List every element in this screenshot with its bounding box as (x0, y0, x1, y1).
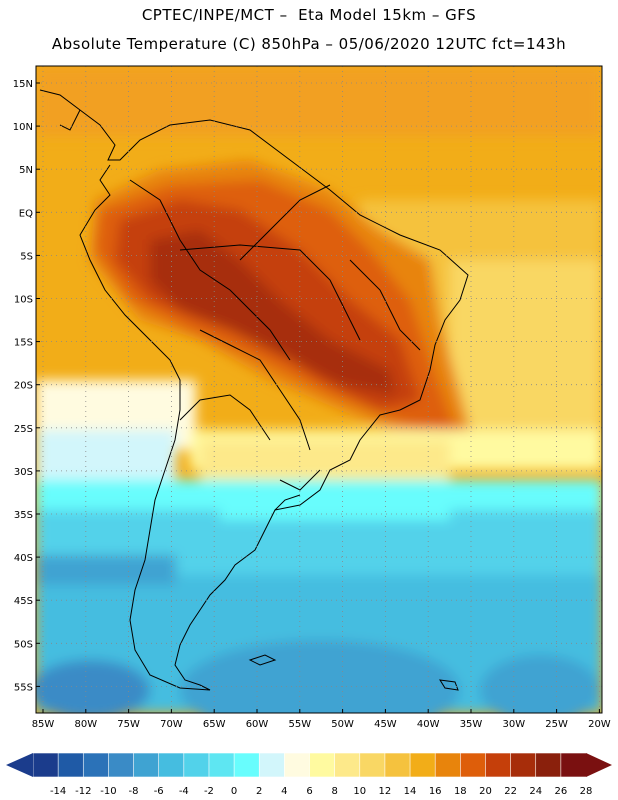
lat-label: 5N (19, 165, 33, 176)
lat-label: 10S (14, 295, 33, 306)
title-line-2: Absolute Temperature (C) 850hPa – 05/06/… (51, 35, 567, 53)
colorbar-label: -12 (75, 786, 91, 797)
lon-label: 45W (374, 719, 397, 730)
colorbar-swatch (108, 752, 135, 778)
colorbar-label: 0 (231, 786, 237, 797)
lon-label: 20W (588, 719, 611, 730)
colorbar-swatch (82, 752, 110, 778)
lon-label: 40W (417, 719, 440, 730)
colorbar-label: 16 (429, 786, 442, 797)
lat-label: 15S (14, 338, 33, 349)
colorbar-label: 28 (580, 786, 593, 797)
colorbar-label: -8 (129, 786, 139, 797)
lat-label: 25S (14, 424, 33, 435)
lon-label: 25W (545, 719, 568, 730)
colorbar-label: 22 (504, 786, 517, 797)
lat-label: 15N (13, 79, 33, 90)
colorbar-label: 18 (454, 786, 467, 797)
lat-label: 10N (13, 122, 33, 133)
colorbar-label: 2 (256, 786, 262, 797)
colorbar-high-arrow (586, 753, 612, 777)
colorbar-swatch (384, 752, 411, 778)
colorbar-swatch (57, 752, 84, 778)
colorbar-swatch (510, 752, 537, 778)
lat-label: EQ (19, 208, 33, 219)
lon-label: 60W (246, 719, 269, 730)
lat-label: 30S (14, 467, 33, 478)
colorbar-label: 6 (306, 786, 312, 797)
colorbar-swatch (434, 752, 461, 778)
colorbar-label: -10 (100, 786, 116, 797)
colorbar-swatch (233, 752, 260, 778)
lon-label: 65W (203, 719, 226, 730)
lon-label: 50W (331, 719, 354, 730)
colorbar-swatch (560, 752, 587, 778)
colorbar-label: -14 (50, 786, 66, 797)
title-line-1: CPTEC/INPE/MCT – Eta Model 15km – GFS (141, 6, 477, 24)
lon-label: 70W (160, 719, 183, 730)
colorbar-swatch (334, 752, 361, 778)
coastline (39, 89, 469, 691)
colorbar-label: -2 (204, 786, 214, 797)
colorbar-swatch (258, 752, 285, 778)
lon-label: 35W (460, 719, 483, 730)
lon-label: 75W (117, 719, 140, 730)
lat-label: 55S (14, 682, 33, 693)
colorbar-label: -4 (179, 786, 189, 797)
colorbar-swatch (183, 752, 210, 778)
lon-label: 55W (288, 719, 311, 730)
temperature-field (36, 66, 602, 713)
colorbar-swatch (32, 752, 59, 778)
lon-label: 80W (74, 719, 97, 730)
lon-label: 30W (502, 719, 525, 730)
colorbar-swatch (485, 752, 512, 778)
lat-label: 20S (14, 381, 33, 392)
latitude-labels: 15N 10N 5N EQ 5S 10S 15S 20S 25S 30S 35S 40S 45S 50S 5… (13, 79, 40, 693)
colorbar-label: 10 (353, 786, 366, 797)
colorbar-swatch (409, 752, 436, 778)
colorbar-label: 8 (331, 786, 337, 797)
lon-label: 85W (32, 719, 55, 730)
colorbar-label: -6 (154, 786, 164, 797)
colorbar-label: 26 (554, 786, 567, 797)
colorbar-label: 24 (529, 786, 542, 797)
colorbar-swatch (133, 752, 160, 778)
colorbar-swatch (460, 752, 487, 778)
colorbar-swatch (359, 752, 386, 778)
lat-label: 40S (14, 553, 33, 564)
colorbar-label: 12 (379, 786, 392, 797)
lat-label: 5S (20, 251, 33, 262)
lat-label: 50S (14, 639, 33, 650)
colorbar-swatch (208, 752, 235, 778)
lat-label: 35S (14, 510, 33, 521)
colorbar-label: 4 (281, 786, 287, 797)
longitude-labels: 85W 80W 75W 70W 65W 60W 55W 50W 45W 40W 35W 30W 25W 2… (32, 709, 611, 730)
colorbar-swatch (284, 752, 311, 778)
map-frame (35, 65, 603, 714)
colorbar-label: 20 (479, 786, 492, 797)
colorbar-swatch (535, 752, 562, 778)
lat-label: 45S (14, 596, 33, 607)
colorbar: -14 -12 -10 -8 -6 -4 -2 0 2 4 6 8 10 12 14 16 18 20 22 24 26… (6, 752, 612, 797)
colorbar-swatch (309, 752, 336, 778)
colorbar-label: 14 (404, 786, 417, 797)
colorbar-swatch (158, 752, 185, 778)
colorbar-low-arrow (6, 753, 33, 777)
